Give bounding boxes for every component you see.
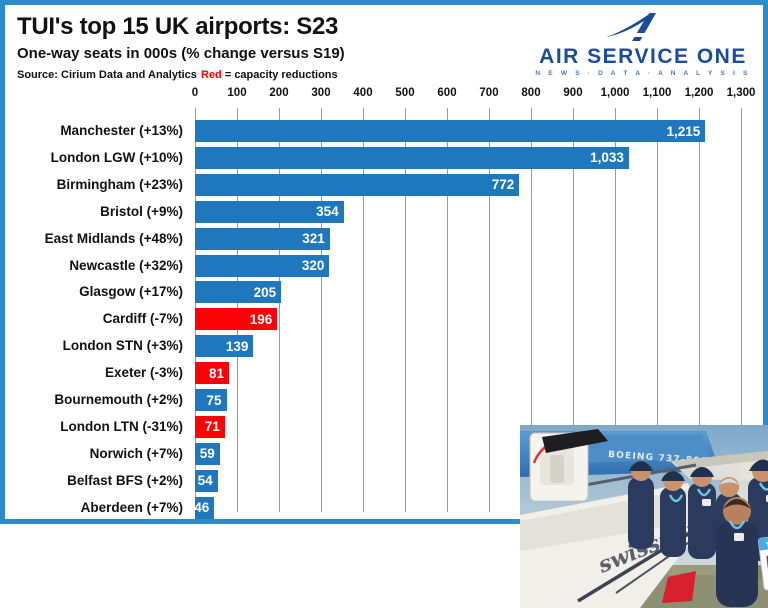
- bar[interactable]: 139: [195, 335, 254, 358]
- y-axis-category-labels: Manchester (+13%) London LGW (+10%) Birmin…: [5, 108, 191, 515]
- source-note: Source: Cirium Data and Analytics: [17, 69, 197, 81]
- bar[interactable]: 75: [195, 389, 227, 411]
- gridline: [447, 108, 448, 512]
- bar[interactable]: 71: [195, 415, 225, 438]
- bar[interactable]: 196: [195, 308, 278, 331]
- x-axis-tick: 600: [437, 87, 457, 99]
- x-axis-tick: 700: [479, 87, 499, 99]
- bar-value-label: 1,033: [590, 150, 624, 166]
- bar-value-label: 71: [204, 419, 220, 435]
- x-axis-tick: 1,000: [600, 87, 630, 99]
- x-axis-tick: 500: [395, 87, 415, 99]
- swoosh-a-icon: [535, 11, 751, 46]
- category-label: London STN (+3%): [62, 338, 183, 354]
- gridline: [573, 108, 574, 512]
- gridline: [279, 108, 280, 512]
- gridline: [699, 108, 700, 512]
- category-label: Aberdeen (+7%): [80, 499, 183, 515]
- bar-value-label: 81: [208, 365, 225, 381]
- x-axis-tick: 900: [563, 87, 583, 99]
- category-label: East Midlands (+48%): [44, 230, 183, 246]
- bar-value-label: 772: [491, 177, 515, 193]
- category-label: Birmingham (+23%): [56, 176, 183, 192]
- chart-header: TUI's top 15 UK airports: S23 One-way se…: [5, 5, 763, 87]
- brand-tagline: N E W S · D A T A · A N A L Y S I S: [535, 70, 751, 77]
- air-service-one-logo: AIR SERVICE ONE N E W S · D A T A · A N …: [535, 11, 751, 81]
- gridline: [657, 108, 658, 512]
- bar-value-label: 196: [249, 311, 273, 327]
- x-axis-tick: 1,200: [684, 87, 714, 99]
- bar-value-label: 75: [206, 392, 222, 408]
- bar-value-label: 205: [253, 284, 277, 300]
- x-axis-tick: 200: [269, 87, 289, 99]
- bar[interactable]: 59: [195, 442, 220, 465]
- gridline: [615, 108, 616, 512]
- bar[interactable]: 320: [195, 254, 330, 277]
- bar-value-label: 54: [197, 473, 213, 489]
- bar-value-label: 321: [302, 231, 325, 247]
- category-label: Norwich (+7%): [89, 445, 183, 461]
- x-axis-tick: 1,100: [642, 87, 672, 99]
- bar[interactable]: 205: [195, 281, 282, 304]
- category-label: Manchester (+13%): [60, 123, 183, 138]
- bar[interactable]: 321: [195, 227, 330, 250]
- gridline: [321, 108, 322, 512]
- x-axis-tick: 100: [227, 87, 247, 99]
- bar[interactable]: 354: [195, 200, 344, 223]
- category-label: Belfast BFS (+2%): [67, 472, 183, 488]
- bar-value-label: 1,215: [666, 123, 701, 139]
- gridline: [531, 108, 532, 512]
- bar[interactable]: 1,215: [195, 120, 706, 142]
- category-label: Cardiff (-7%): [102, 311, 183, 327]
- bar[interactable]: 81: [195, 362, 230, 385]
- photo-illustration: BOEING 737-800 swissport: [520, 425, 768, 608]
- gridline: [405, 108, 406, 512]
- bar-value-label: 46: [194, 500, 210, 516]
- chart-legend: Red = capacity reductions: [201, 69, 338, 81]
- bar[interactable]: 772: [195, 173, 520, 196]
- category-label: London LTN (-31%): [60, 418, 183, 434]
- category-label: Bristol (+9%): [100, 203, 183, 219]
- category-label: Bournemouth (+2%): [54, 392, 183, 407]
- legend-red-desc: = capacity reductions: [221, 69, 338, 81]
- gridline: [363, 108, 364, 512]
- bar[interactable]: 1,033: [195, 146, 629, 169]
- x-axis-ticks: 0 100 200 300 400 500 600 700 800 900 1,000 1,100 1,…: [191, 87, 756, 107]
- gridline: [489, 108, 490, 512]
- bar-value-label: 354: [316, 204, 339, 220]
- plot-area: CIRIUM: [194, 108, 768, 608]
- bar-value-label: 59: [199, 446, 215, 462]
- bar[interactable]: 54: [195, 469, 218, 492]
- x-axis-tick: 0: [191, 87, 199, 99]
- category-label: Newcastle (+32%): [69, 257, 183, 273]
- x-axis-tick: 400: [353, 87, 373, 99]
- x-axis-tick: 800: [521, 87, 541, 99]
- x-axis-tick: 300: [311, 87, 331, 99]
- bar-value-label: 139: [225, 338, 249, 354]
- category-label: Exeter (-3%): [104, 365, 183, 381]
- bar[interactable]: 46: [194, 496, 215, 519]
- gridline: [741, 108, 742, 512]
- brand-name: AIR SERVICE ONE: [539, 45, 747, 68]
- bar-value-label: 320: [301, 258, 325, 273]
- bar-chart: 0 100 200 300 400 500 600 700 800 900 1,000 1,100 1,…: [5, 87, 768, 608]
- page-title: TUI's top 15 UK airports: S23: [17, 13, 339, 40]
- chart-subtitle: One-way seats in 000s (% change versus S…: [17, 45, 345, 62]
- category-label: Glasgow (+17%): [79, 284, 183, 300]
- tui-crew-photo: BOEING 737-800 swissport: [520, 425, 768, 608]
- legend-red-word: Red: [201, 69, 222, 81]
- x-axis-tick: 1,300: [726, 87, 756, 99]
- category-label: London LGW (+10%): [50, 149, 183, 165]
